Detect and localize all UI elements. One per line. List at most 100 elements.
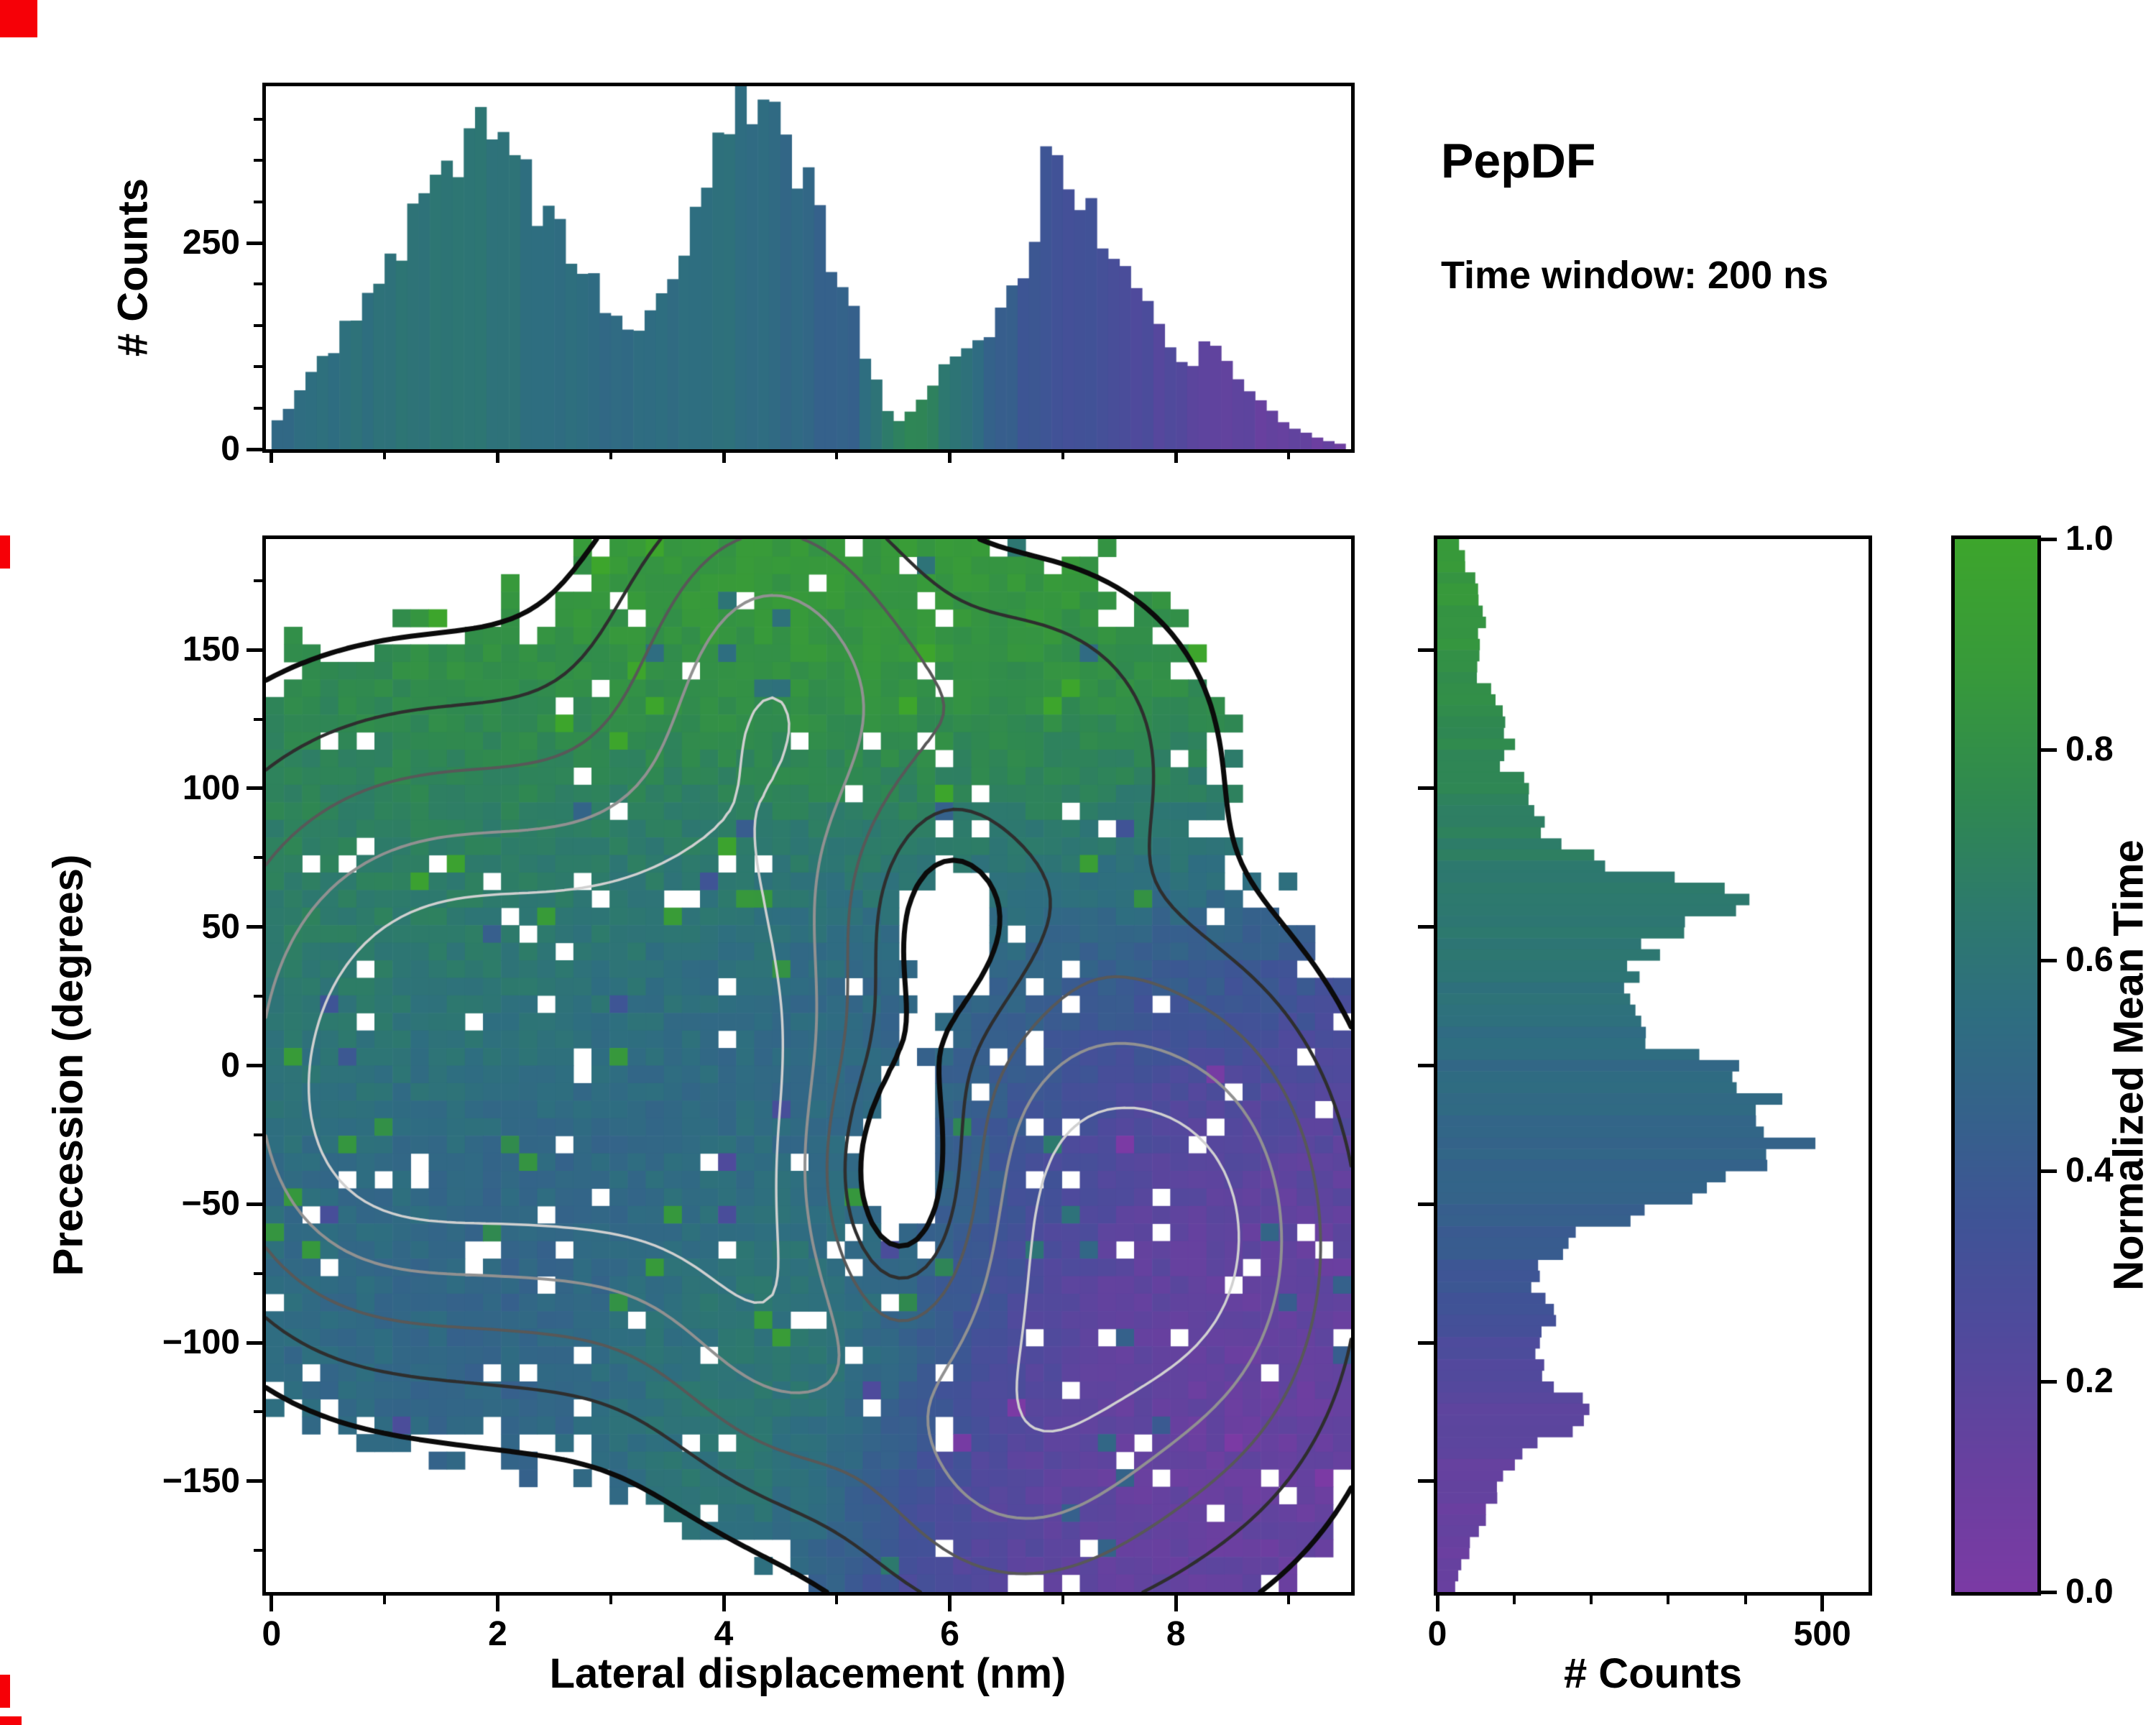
- tick-mark: [835, 1596, 839, 1604]
- tick-mark: [247, 925, 262, 929]
- tick-mark: [1061, 453, 1064, 459]
- tick-mark: [1287, 1596, 1291, 1604]
- tick-mark: [254, 1271, 262, 1275]
- red-artifact-marker: [0, 1716, 22, 1725]
- colorbar-tick-label: 0.2: [2065, 1362, 2114, 1400]
- red-artifact-marker: [0, 1675, 10, 1708]
- tick-mark: [1667, 1596, 1670, 1604]
- tick-mark: [247, 786, 262, 791]
- tick-mark: [2041, 1379, 2057, 1384]
- red-artifact-marker: [0, 0, 37, 37]
- top-ytick-label: 0: [221, 430, 240, 468]
- right-histogram-canvas: [1437, 539, 1869, 1592]
- tick-mark: [254, 406, 262, 410]
- colorbar-tick-label: 0.4: [2065, 1151, 2114, 1190]
- tick-mark: [495, 453, 499, 463]
- tick-mark: [247, 241, 262, 245]
- top-histogram-canvas: [266, 86, 1351, 449]
- colorbar-tick-label: 1.0: [2065, 520, 2114, 558]
- tick-mark: [1418, 1479, 1434, 1484]
- tick-mark: [254, 159, 262, 162]
- tick-mark: [495, 1596, 499, 1611]
- tick-mark: [1418, 1202, 1434, 1206]
- tick-mark: [722, 453, 726, 463]
- right-xtick-label: 0: [1427, 1615, 1447, 1653]
- tick-mark: [247, 1064, 262, 1067]
- main-xtick-label: 0: [262, 1615, 282, 1653]
- tick-mark: [1743, 1596, 1747, 1604]
- tick-mark: [722, 1596, 726, 1611]
- main-ytick-label: 100: [182, 768, 240, 807]
- joint-heatmap-panel: [262, 535, 1355, 1596]
- figure-title: PepDF: [1441, 134, 1596, 188]
- main-ytick-label: −100: [162, 1323, 240, 1362]
- tick-mark: [1418, 925, 1434, 929]
- tick-mark: [948, 453, 952, 463]
- main-ytick-label: 50: [201, 907, 240, 946]
- tick-mark: [1513, 1596, 1516, 1604]
- tick-mark: [254, 856, 262, 860]
- main-xtick-label: 2: [488, 1615, 507, 1653]
- tick-mark: [1418, 648, 1434, 652]
- tick-mark: [1174, 1596, 1178, 1611]
- tick-mark: [254, 1410, 262, 1414]
- tick-mark: [383, 453, 387, 459]
- colorbar-tick-label: 0.6: [2065, 941, 2114, 979]
- colorbar-tick-label: 0.8: [2065, 730, 2114, 768]
- joint-heatmap-canvas: [266, 539, 1351, 1592]
- tick-mark: [254, 995, 262, 998]
- tick-mark: [2041, 537, 2057, 541]
- tick-mark: [1061, 1596, 1064, 1604]
- tick-mark: [2041, 1169, 2057, 1173]
- main-ytick-label: −50: [181, 1184, 240, 1223]
- tick-mark: [383, 1596, 387, 1604]
- tick-mark: [948, 1596, 952, 1611]
- tick-mark: [1418, 786, 1434, 791]
- tick-mark: [254, 117, 262, 121]
- colorbar-canvas: [1955, 539, 2037, 1592]
- right-xlabel: # Counts: [1563, 1650, 1743, 1697]
- tick-mark: [254, 365, 262, 369]
- tick-mark: [270, 1596, 274, 1611]
- figure-subtitle: Time window: 200 ns: [1441, 254, 1829, 297]
- tick-mark: [2041, 748, 2057, 752]
- tick-mark: [2041, 958, 2057, 962]
- tick-mark: [247, 1202, 262, 1206]
- main-ytick-label: −150: [162, 1461, 240, 1500]
- red-artifact-marker: [0, 535, 10, 569]
- tick-mark: [1590, 1596, 1593, 1604]
- tick-mark: [254, 1133, 262, 1136]
- main-xtick-label: 4: [714, 1615, 734, 1653]
- tick-mark: [247, 447, 262, 451]
- right-xtick-label: 500: [1793, 1615, 1851, 1653]
- main-xlabel: Lateral displacement (nm): [549, 1650, 1067, 1697]
- main-xtick-label: 6: [940, 1615, 959, 1653]
- main-xtick-label: 8: [1166, 1615, 1186, 1653]
- tick-mark: [1418, 1064, 1434, 1067]
- tick-mark: [1820, 1596, 1825, 1611]
- tick-mark: [609, 1596, 612, 1604]
- tick-mark: [254, 200, 262, 203]
- tick-mark: [835, 453, 839, 459]
- tick-mark: [254, 579, 262, 582]
- main-ytick-label: 150: [182, 630, 240, 669]
- tick-mark: [254, 1549, 262, 1552]
- tick-mark: [1435, 1596, 1439, 1611]
- tick-mark: [2041, 1590, 2057, 1594]
- tick-mark: [254, 717, 262, 721]
- tick-mark: [247, 1479, 262, 1484]
- tick-mark: [1287, 453, 1291, 459]
- tick-mark: [254, 323, 262, 327]
- tick-mark: [247, 648, 262, 652]
- main-ytick-label: 0: [221, 1046, 240, 1085]
- tick-mark: [1418, 1340, 1434, 1345]
- tick-mark: [247, 1340, 262, 1345]
- colorbar-panel: [1951, 535, 2041, 1596]
- tick-mark: [609, 453, 612, 459]
- top-ytick-label: 250: [182, 224, 240, 262]
- tick-mark: [270, 453, 274, 463]
- right-histogram-panel: [1434, 535, 1872, 1596]
- tick-mark: [254, 282, 262, 286]
